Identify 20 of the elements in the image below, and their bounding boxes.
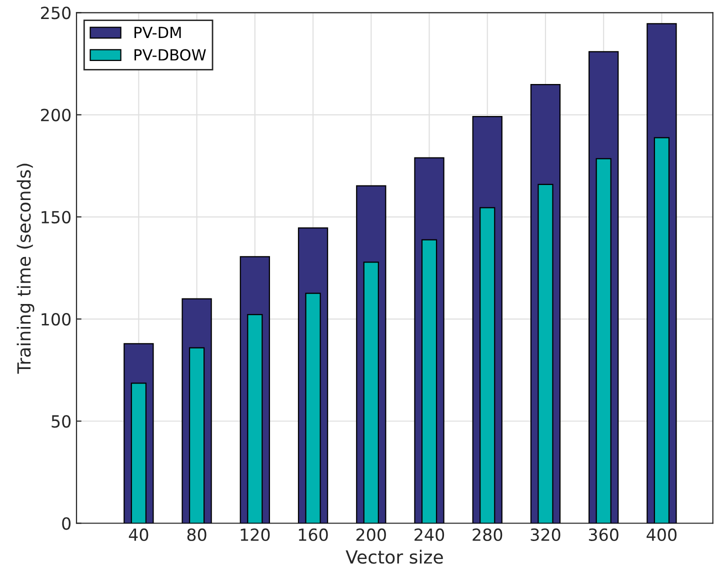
- x-axis-title: Vector size: [346, 550, 443, 564]
- y-tick-label: 200: [41, 108, 71, 122]
- x-tick-label: 80: [187, 528, 206, 542]
- y-tick-label: 100: [42, 312, 71, 326]
- x-tick-label: 40: [128, 528, 148, 542]
- x-tick-label: 280: [472, 528, 502, 542]
- y-axis-title: Training time (seconds): [16, 164, 34, 374]
- y-tick-label: 0: [62, 517, 71, 530]
- x-tick-label: 360: [588, 528, 618, 542]
- y-tick-label: 250: [41, 6, 71, 20]
- x-tick-label: 120: [240, 528, 270, 542]
- x-tick-label: 400: [646, 528, 677, 542]
- x-tick-label: 160: [298, 528, 328, 542]
- y-tick-label: 50: [52, 415, 71, 428]
- legend-label: PV-DBOW: [134, 49, 206, 61]
- x-tick-label: 240: [414, 528, 444, 542]
- legend-label: PV-DM: [134, 26, 181, 38]
- y-tick-label: 150: [42, 210, 71, 224]
- x-tick-label: 200: [356, 528, 386, 542]
- x-tick-label: 320: [530, 528, 560, 542]
